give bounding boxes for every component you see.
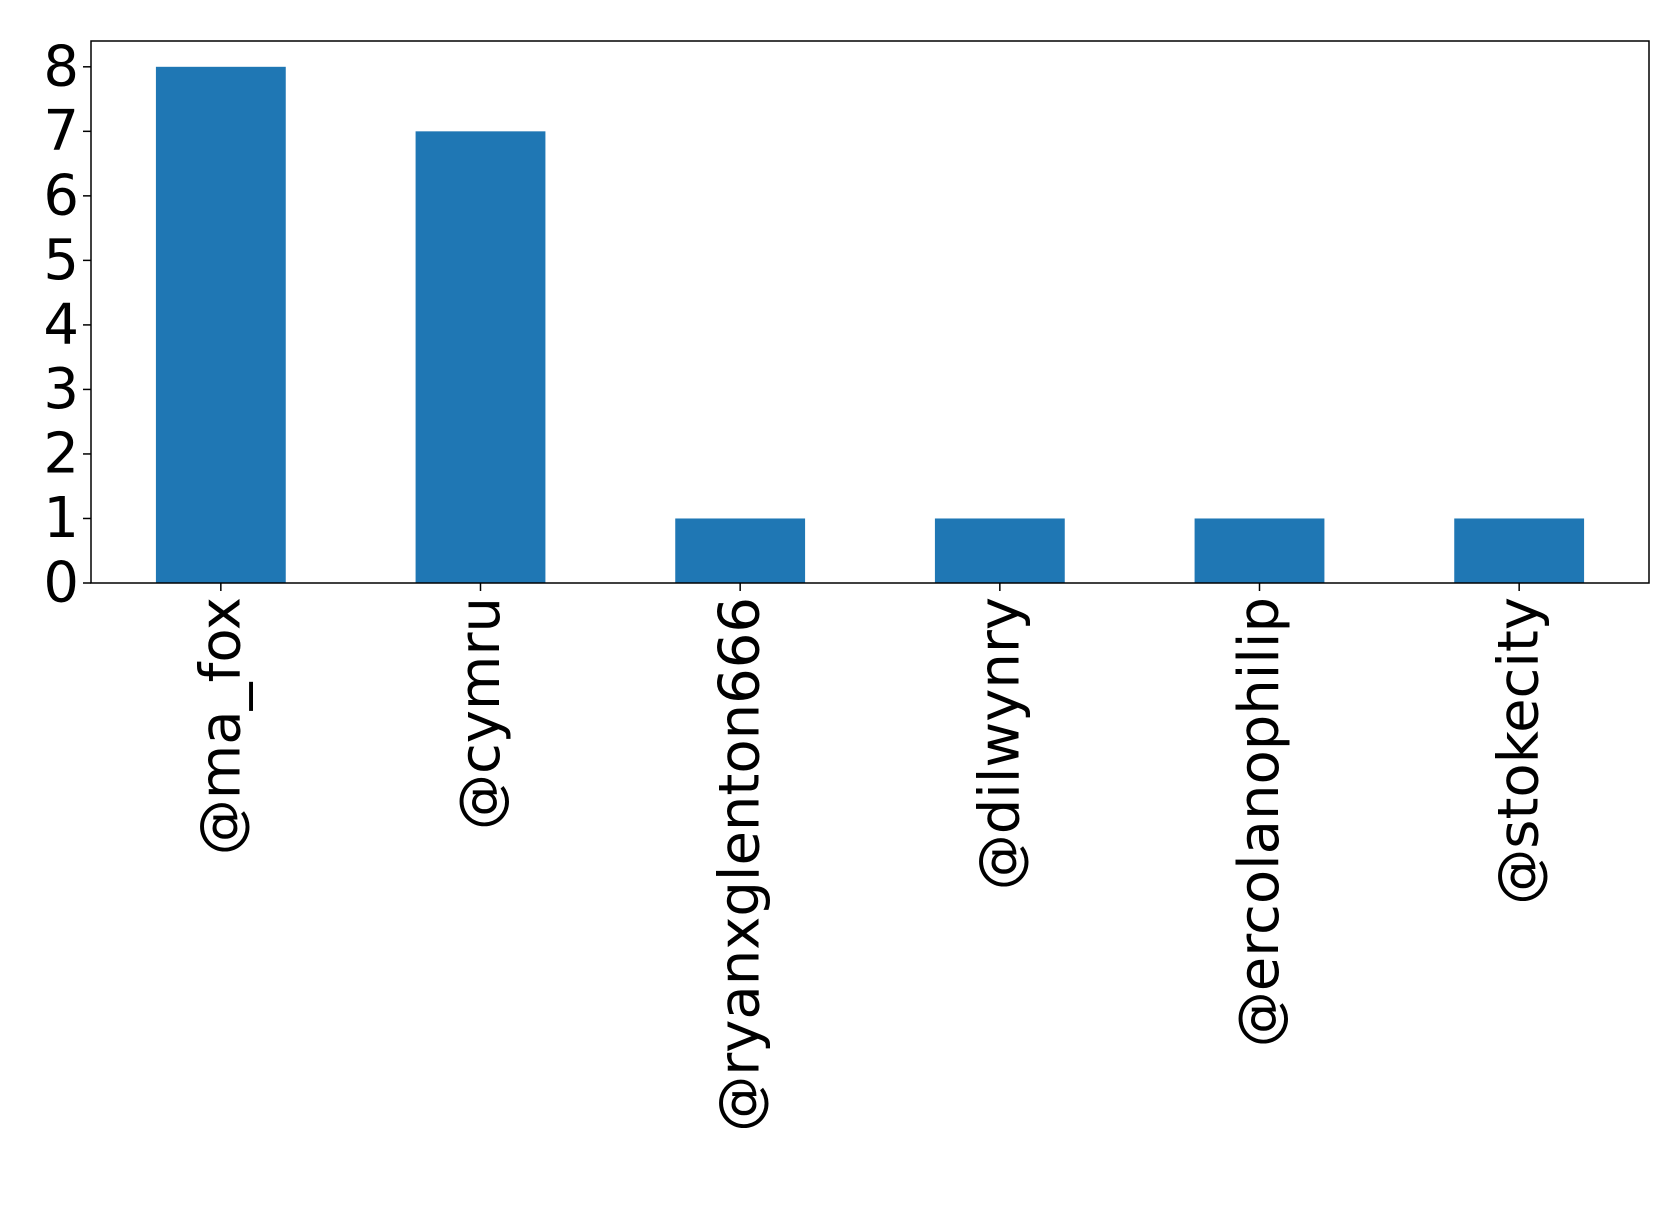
y-tick-label: 8 (43, 34, 79, 99)
y-tick-label: 1 (43, 486, 79, 551)
bar (415, 131, 546, 584)
x-tick-label: @ryanxglenton666 (708, 597, 773, 1132)
x-tick-label: @cymru (448, 597, 513, 830)
plot-frame (90, 40, 1650, 584)
bar (934, 518, 1065, 583)
y-tick-label: 6 (43, 163, 79, 228)
y-tick-label: 7 (43, 99, 79, 164)
x-tick-label: @stokecity (1487, 597, 1552, 905)
bars-layer (155, 66, 1585, 584)
x-tick-label: @ercolanophilip (1227, 597, 1292, 1047)
bar (1454, 518, 1585, 583)
bar (155, 66, 286, 584)
x-tick-label: @dilwynry (967, 597, 1032, 890)
y-tick-label: 5 (43, 228, 79, 293)
y-tick-label: 2 (43, 421, 79, 486)
bar (1194, 518, 1325, 583)
y-tick-label: 0 (43, 551, 79, 616)
y-tick-label: 4 (43, 292, 79, 357)
x-axis: @ma_fox @cymru @ryanxglenton666 @dilwynry @e… (188, 583, 1552, 1132)
bar (675, 518, 806, 583)
y-tick-label: 3 (43, 357, 79, 422)
x-tick-label: @ma_fox (188, 597, 253, 855)
